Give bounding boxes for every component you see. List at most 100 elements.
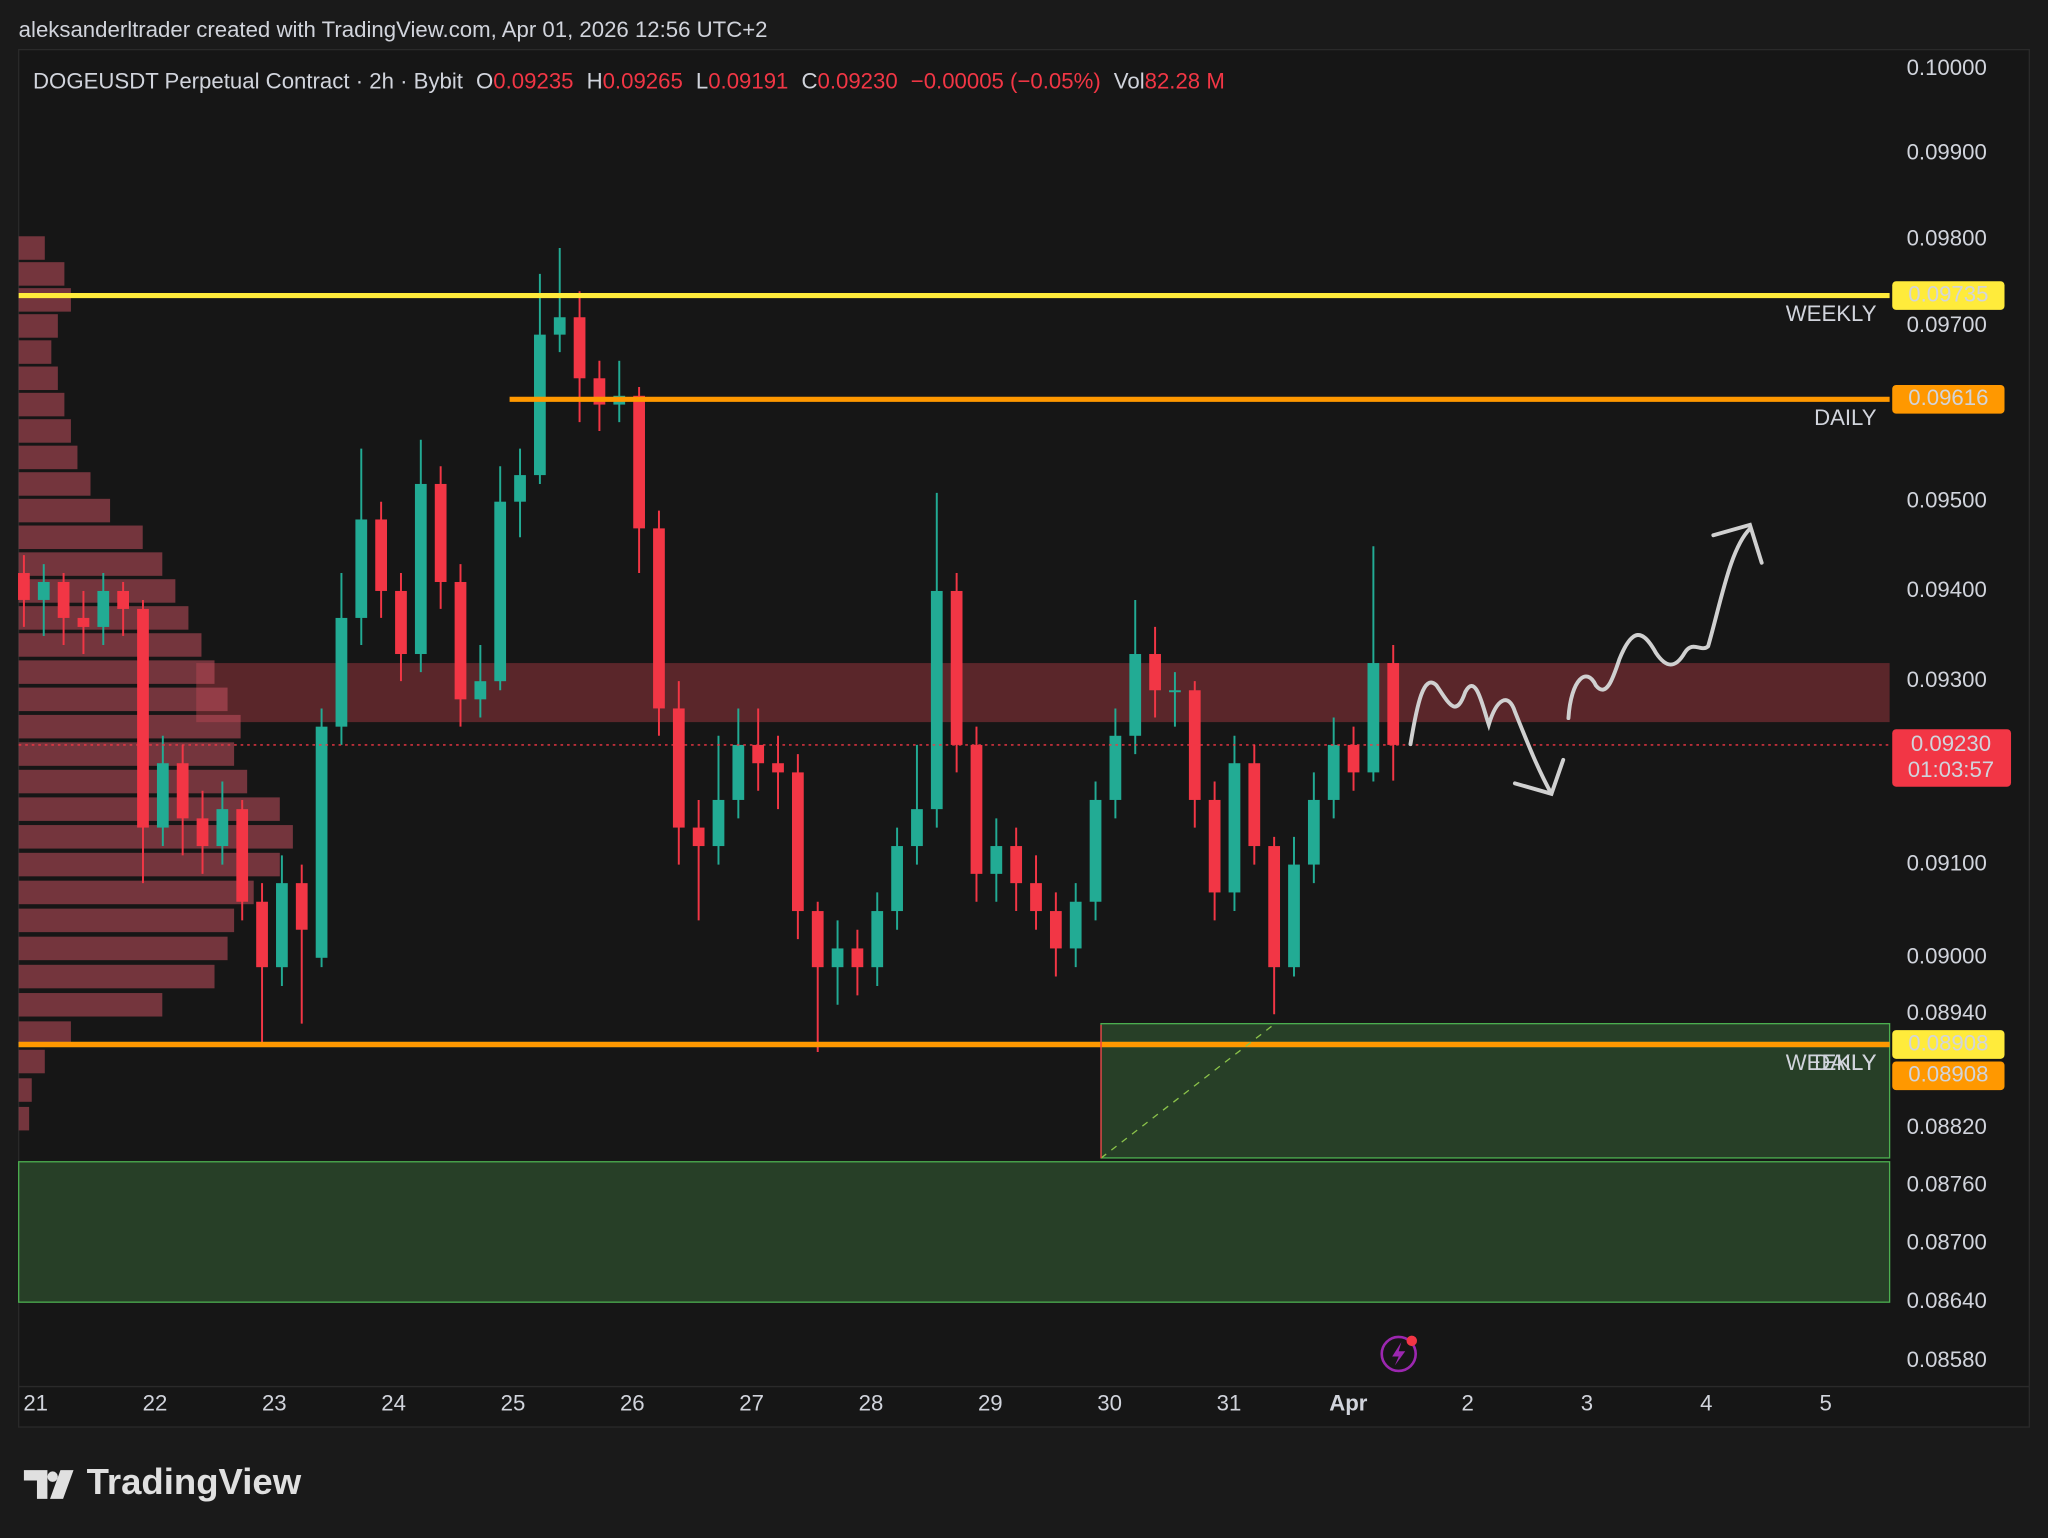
candle-body	[256, 901, 268, 968]
x-tick-label: 28	[859, 1391, 884, 1416]
y-tick-label: 0.10000	[1907, 55, 1987, 80]
level-label: WEEKLY	[1786, 1050, 1877, 1075]
candle-body	[1387, 663, 1400, 745]
candle-body	[295, 883, 308, 930]
candle-body	[911, 809, 923, 847]
candle-body	[1129, 654, 1142, 736]
candle-body	[593, 378, 606, 405]
plot-area: 0.10000 0.09900 0.09800 0.09700 0.09500 0.094…	[18, 55, 2012, 1416]
profile-bar	[18, 419, 71, 443]
legend-text: 0.09230	[817, 68, 897, 93]
y-tick-label: 0.08640	[1907, 1288, 1987, 1313]
legend-text: 0.09191	[708, 68, 788, 93]
candle-body	[990, 846, 1003, 874]
y-tick-label: 0.08760	[1907, 1172, 1987, 1197]
profile-bar	[18, 797, 280, 821]
profile-bar	[18, 936, 228, 961]
legend-text: 82.28 M	[1145, 68, 1225, 93]
y-tick-label: 0.09700	[1907, 312, 1987, 337]
x-tick-label: 3	[1581, 1391, 1593, 1416]
x-tick-label: Apr	[1329, 1391, 1368, 1416]
x-tick-label: 4	[1700, 1391, 1712, 1416]
candle-body	[653, 528, 665, 709]
candle-body	[970, 744, 983, 874]
profile-bar	[18, 1078, 32, 1102]
profile-bar	[18, 880, 254, 905]
x-tick-label: 24	[381, 1391, 406, 1416]
candle-body	[1149, 654, 1161, 691]
legend-text: H	[587, 68, 603, 93]
candle-body	[335, 617, 348, 727]
candle-body	[891, 846, 903, 912]
candle-body	[573, 317, 586, 379]
profile-bar	[18, 633, 202, 657]
candle-body	[1069, 901, 1082, 949]
candle-body	[454, 581, 467, 700]
x-tick-label: 25	[501, 1391, 526, 1416]
y-tick-label: 0.09500	[1907, 488, 1987, 513]
x-tick-label: 2	[1461, 1391, 1473, 1416]
legend-text: DOGEUSDT Perpetual Contract · 2h · Bybit	[33, 68, 463, 93]
price-tag	[1892, 1061, 2005, 1091]
y-tick-label: 0.08940	[1907, 1000, 1987, 1025]
candle-body	[692, 827, 705, 847]
level-label: DAILY	[1814, 405, 1877, 430]
last-price-text: 0.09230	[1911, 731, 1991, 756]
candle-body	[1030, 883, 1042, 912]
candle-body	[395, 590, 407, 655]
legend-text: 0.09265	[603, 68, 683, 93]
candle-body	[236, 809, 249, 902]
profile-bar	[18, 742, 235, 766]
level-label: DAILY	[1814, 1050, 1877, 1075]
price-tag-text: 0.08908	[1908, 1030, 1988, 1055]
level-label: WEEKLY	[1786, 301, 1877, 326]
profile-bar	[18, 314, 58, 338]
y-tick-label: 0.08820	[1907, 1114, 1987, 1139]
candle-body	[1089, 799, 1102, 902]
drawn-arrow-down	[1408, 680, 1566, 797]
price-tag-text: 0.09616	[1908, 385, 1988, 410]
y-tick-label: 0.09900	[1907, 140, 1987, 165]
profile-bar	[18, 993, 163, 1017]
x-tick-label: 26	[620, 1391, 645, 1416]
candle-body	[1169, 690, 1181, 693]
profile-bar	[18, 825, 293, 849]
y-tick-label: 0.09800	[1907, 225, 1987, 250]
candle-body	[276, 883, 288, 968]
candle-body	[831, 948, 844, 968]
legend-text: −0.00005 (−0.05%)	[911, 68, 1101, 93]
legend-text: 0.09235	[493, 68, 573, 93]
candle-body	[950, 590, 963, 745]
price-tag	[1892, 384, 2005, 414]
candle-body	[1248, 763, 1261, 847]
countdown-text: 01:03:57	[1908, 757, 1994, 782]
price-tag	[1892, 1030, 2005, 1059]
candle-body	[1367, 663, 1380, 773]
candle-body	[137, 608, 149, 828]
candle-body	[494, 501, 507, 682]
zone	[18, 1161, 1891, 1303]
profile-bar	[18, 525, 143, 550]
profile-bar	[18, 236, 45, 260]
candle-body	[633, 395, 645, 529]
candle-body	[1327, 744, 1340, 800]
candle-body	[1288, 864, 1300, 968]
legend-text: L	[696, 68, 708, 93]
x-tick-label: 31	[1217, 1391, 1242, 1416]
candle-body	[791, 772, 804, 912]
x-tick-label: 21	[23, 1391, 48, 1416]
measure-line	[1100, 1024, 1274, 1159]
price-tag-text: 0.08908	[1908, 1062, 1988, 1087]
legend-text: O	[476, 68, 493, 93]
profile-bar	[18, 908, 235, 933]
candle-body	[37, 581, 50, 600]
candle-body	[1307, 799, 1320, 865]
legend-text: Vol	[1114, 68, 1145, 93]
drawn-arrow-up	[1566, 522, 1764, 721]
candle-body	[772, 763, 784, 773]
price-tag-text: 0.09735	[1908, 281, 1988, 306]
candle-body	[375, 519, 387, 591]
profile-bar	[18, 714, 241, 739]
candle-body	[1208, 799, 1221, 893]
